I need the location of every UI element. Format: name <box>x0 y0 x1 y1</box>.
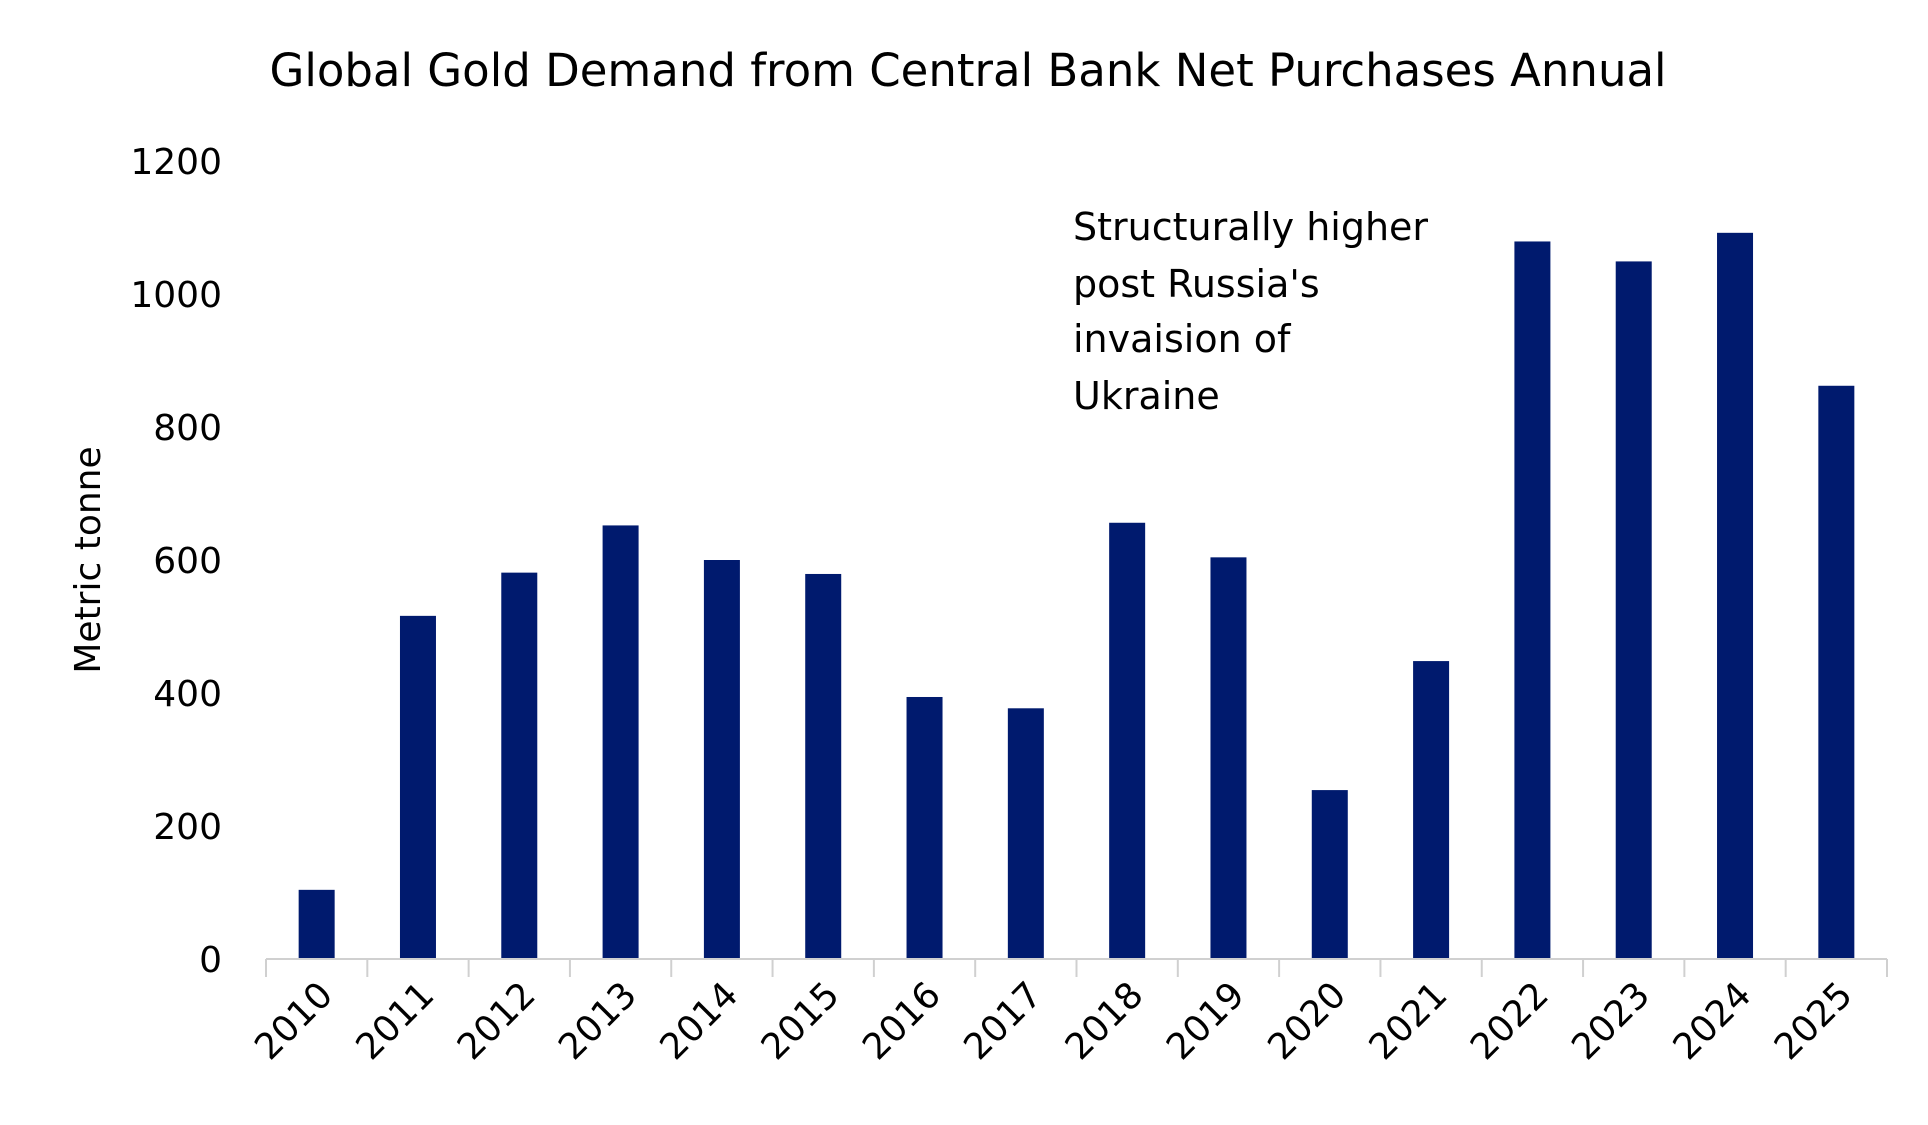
bar-2012 <box>501 572 538 959</box>
y-axis-label: Metric tonne <box>68 446 109 673</box>
x-tick-label: 2010 <box>247 974 341 1068</box>
bar-2011 <box>399 615 436 959</box>
x-tick-label: 2020 <box>1260 974 1354 1068</box>
bar-2025 <box>1818 385 1855 959</box>
y-tick-label: 0 <box>199 940 222 981</box>
annotation: Structurally higher post Russia's invais… <box>1073 205 1428 418</box>
bar-2020 <box>1311 790 1348 959</box>
x-tick-label: 2022 <box>1463 974 1557 1068</box>
y-tick-label: 1000 <box>130 275 222 316</box>
x-tick-label: 2023 <box>1564 974 1658 1068</box>
annotation-line: invaision of <box>1073 317 1292 361</box>
x-tick-label: 2012 <box>450 974 544 1068</box>
bar-2023 <box>1615 261 1652 959</box>
x-tick-label: 2019 <box>1159 974 1253 1068</box>
bar-2013 <box>602 525 639 959</box>
bar-2016 <box>906 696 943 959</box>
x-tick-label: 2018 <box>1058 974 1152 1068</box>
bar-2010 <box>298 889 335 959</box>
bar-2015 <box>805 573 842 959</box>
annotation-line: Ukraine <box>1073 374 1220 418</box>
y-tick-label: 1200 <box>130 142 222 183</box>
x-tick-label: 2011 <box>349 974 443 1068</box>
y-tick-label: 200 <box>153 807 222 848</box>
y-tick-label: 400 <box>153 674 222 715</box>
annotation-line: Structurally higher <box>1073 205 1428 249</box>
bar-2021 <box>1413 661 1450 959</box>
x-tick-label: 2017 <box>956 974 1050 1068</box>
x-tick-label: 2021 <box>1362 974 1456 1068</box>
x-tick-label: 2025 <box>1767 974 1861 1068</box>
y-tick-label: 800 <box>153 408 222 449</box>
x-tick-label: 2016 <box>855 974 949 1068</box>
bar-2017 <box>1007 708 1044 959</box>
bar-2022 <box>1514 241 1551 960</box>
x-tick-label: 2024 <box>1666 974 1760 1068</box>
annotation-line: post Russia's <box>1073 262 1320 306</box>
bar-2024 <box>1717 232 1754 959</box>
x-tick-label: 2013 <box>551 974 645 1068</box>
y-tick-label: 600 <box>153 541 222 582</box>
x-tick-label: 2014 <box>652 974 746 1068</box>
chart-title: Global Gold Demand from Central Bank Net… <box>269 44 1666 97</box>
x-tick-label: 2015 <box>754 974 848 1068</box>
bar-2018 <box>1109 522 1146 959</box>
bar-2019 <box>1210 557 1247 959</box>
bar-2014 <box>703 560 740 959</box>
